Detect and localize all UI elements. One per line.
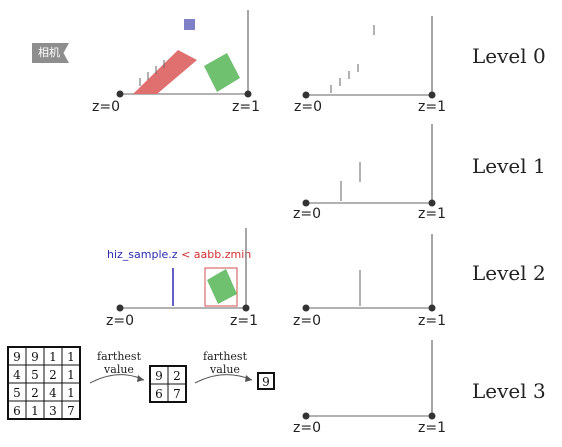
level2-far-label: z=1 [418, 313, 446, 329]
left-scene-level0: z=0 z=1 [92, 10, 260, 115]
grid4-cell: 9 [13, 350, 21, 364]
grid4-cell: 5 [13, 386, 21, 400]
grid4-cell: 3 [49, 404, 57, 418]
reduction-illustration: 9 9 1 1 4 5 2 1 5 2 4 1 6 1 3 7 farthest… [8, 347, 274, 419]
level0-near-label: z=0 [294, 99, 322, 115]
hiz-level2: z=0 z=1 [293, 234, 446, 329]
grid4-cell: 2 [49, 368, 57, 382]
grid4-cell: 1 [67, 386, 75, 400]
step2-arrowhead [245, 375, 252, 382]
level1-near-label: z=0 [293, 206, 321, 222]
grid4-cell: 7 [67, 404, 75, 418]
level3-far-label: z=1 [418, 420, 446, 436]
grid4-cell: 2 [31, 386, 39, 400]
level3-near-label: z=0 [293, 420, 321, 436]
grid4-cell: 4 [49, 386, 57, 400]
near-label: z=0 [92, 99, 120, 115]
far-label: z=1 [232, 99, 260, 115]
grid4-cell: 5 [31, 368, 39, 382]
left-scene-level2: hiz_sample.z < aabb.zmin z=0 z=1 [106, 228, 258, 329]
grid2-cell: 6 [155, 387, 163, 401]
object-point [184, 19, 195, 30]
grid4-cell: 1 [49, 350, 57, 364]
near-point-dot [117, 91, 124, 98]
grid4-cell: 1 [67, 350, 75, 364]
hiz-level3: z=0 z=1 [293, 340, 446, 436]
step2-label-line1: farthest [203, 350, 248, 363]
level2-occludee-box [207, 269, 237, 304]
camera-frustum-bar [133, 50, 197, 94]
grid1-cell: 9 [262, 375, 270, 389]
condition-text: hiz_sample.z < aabb.zmin [107, 248, 251, 261]
grid4-cell: 1 [67, 368, 75, 382]
condition-hiz: hiz_sample.z [107, 248, 178, 261]
grid-1x1: 9 [258, 373, 274, 389]
step2-label-line2: value [209, 363, 240, 376]
grid4-cell: 6 [13, 404, 21, 418]
grid2-cell: 9 [155, 369, 163, 383]
condition-aabb: aabb.zmin [194, 248, 251, 261]
condition-op: < [178, 248, 194, 261]
level0-far-label: z=1 [418, 99, 446, 115]
hiz-level0: z=0 z=1 [294, 16, 446, 115]
hiz-level1: z=0 z=1 [293, 124, 446, 222]
level2-near-label: z=0 [293, 313, 321, 329]
step1-label-line2: value [103, 363, 134, 376]
grid2-cell: 7 [173, 387, 181, 401]
level2-left-near-label: z=0 [106, 313, 134, 329]
grid4-cell: 4 [13, 368, 21, 382]
step1-label-line1: farthest [97, 350, 142, 363]
grid4-cell: 9 [31, 350, 39, 364]
grid-2x2: 9 2 6 7 [150, 366, 186, 402]
level2-left-far-label: z=1 [230, 313, 258, 329]
occludee-box [204, 53, 240, 92]
far-point-dot [245, 91, 252, 98]
level1-far-label: z=1 [418, 206, 446, 222]
grid-4x4: 9 9 1 1 4 5 2 1 5 2 4 1 6 1 3 7 [8, 347, 80, 419]
step1-arrowhead [137, 375, 144, 382]
grid2-cell: 2 [173, 369, 181, 383]
grid4-cell: 1 [31, 404, 39, 418]
